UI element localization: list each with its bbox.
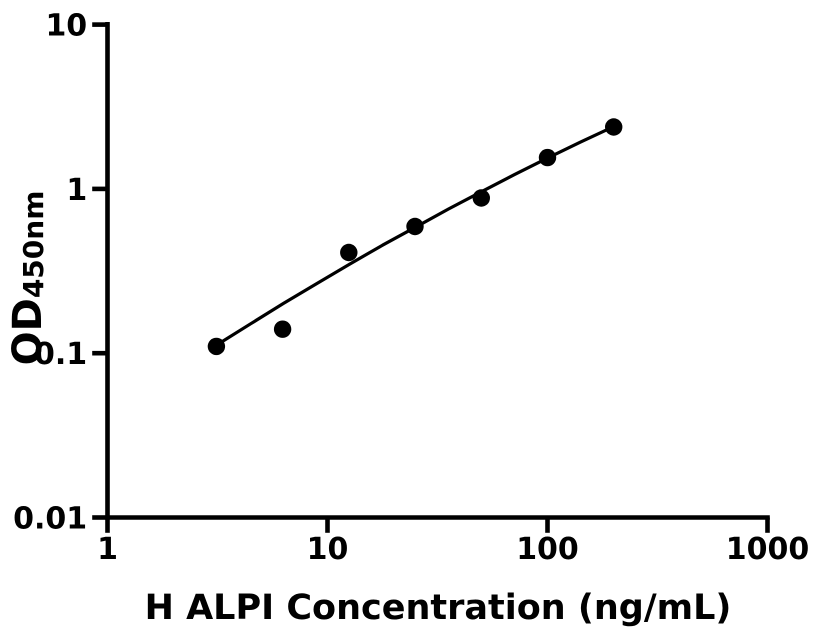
x-tick-label: 1000 — [726, 532, 810, 567]
y-tick-label: 0.01 — [13, 502, 87, 537]
y-axis-title-subscript: 450nm — [17, 190, 50, 299]
y-tick-label: 10 — [45, 9, 87, 44]
data-point — [340, 243, 358, 262]
x-axis-title: H ALPI Concentration (ng/mL) — [144, 588, 732, 628]
y-tick-label: 0.1 — [34, 337, 87, 372]
data-point — [472, 189, 490, 207]
data-point — [605, 118, 623, 136]
data-point — [207, 337, 226, 356]
y-axis-title: OD450nm — [5, 191, 51, 366]
y-tick-label: 1 — [66, 173, 87, 208]
data-point — [406, 217, 424, 236]
data-point — [273, 320, 292, 338]
x-tick-label: 100 — [516, 532, 579, 567]
data-point — [538, 148, 557, 167]
y-axis-title-main: OD — [5, 298, 51, 366]
x-tick-label: 1 — [97, 532, 118, 567]
axis-spines — [105, 22, 770, 520]
x-tick-label: 10 — [307, 532, 349, 567]
